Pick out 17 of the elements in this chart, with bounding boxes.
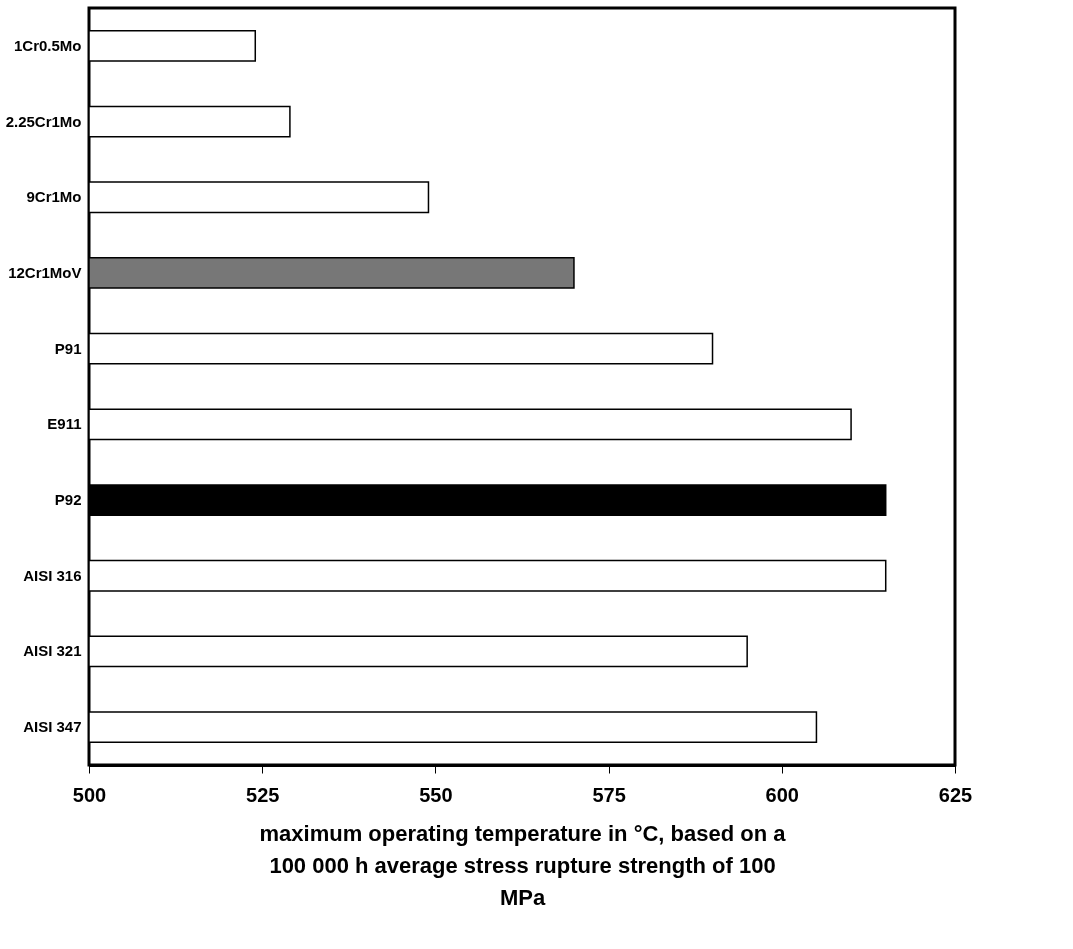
x-axis-title: maximum operating temperature in °C, based on a 100 000 h average stress rupture strength of 100 MPa xyxy=(259,820,787,910)
y-tick-label: P91 xyxy=(54,339,82,357)
x-tick-label: 550 xyxy=(419,783,453,806)
y-tick-label: AISI 321 xyxy=(23,642,82,660)
y-tick-label: E911 xyxy=(47,415,82,433)
y-tick-label: 9Cr1Mo xyxy=(26,188,82,206)
y-tick-label: 2.25Cr1Mo xyxy=(5,112,82,130)
x-tick-label: 575 xyxy=(592,783,626,806)
y-tick-label: P92 xyxy=(54,491,82,509)
y-tick-label: 1Cr0.5Mo xyxy=(13,36,82,54)
y-tick-label: 12Cr1MoV xyxy=(8,263,82,281)
y-tick-label: AISI 347 xyxy=(23,718,82,736)
x-tick-label: 525 xyxy=(246,783,280,806)
x-tick-label: 625 xyxy=(938,783,973,806)
y-tick-label: AISI 316 xyxy=(23,566,82,584)
x-tick-label: 500 xyxy=(72,783,107,806)
x-tick-label: 600 xyxy=(765,783,799,806)
